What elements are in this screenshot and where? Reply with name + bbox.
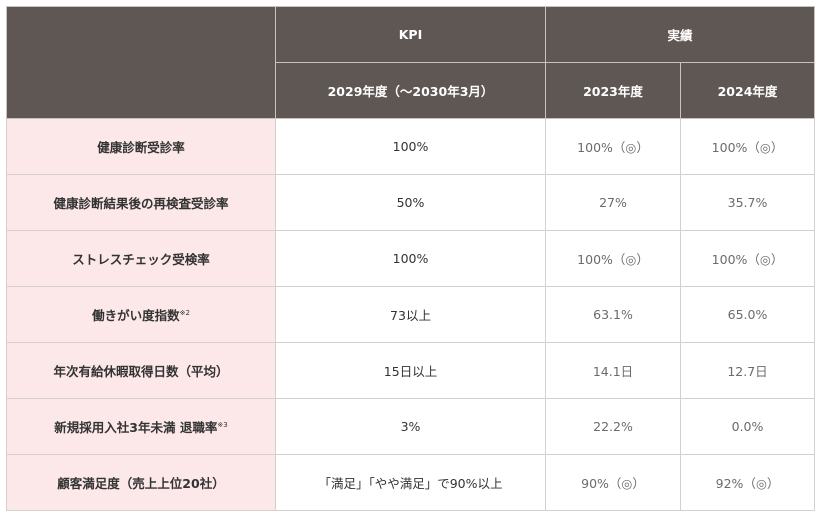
row-target: 「満足」「やや満足」で90%以上 <box>275 454 546 511</box>
table-row: 健康診断受診率 100% 100%（◎） 100%（◎） <box>6 118 816 175</box>
table-row: 働きがい度指数※2 73以上 63.1% 65.0% <box>6 286 816 343</box>
row-2023: 90%（◎） <box>545 454 681 511</box>
row-label: 顧客満足度（売上上位20社） <box>6 454 276 511</box>
row-label: ストレスチェック受検率 <box>6 230 276 287</box>
header-year-2023: 2023年度 <box>545 62 681 119</box>
table-row: 健康診断結果後の再検査受診率 50% 27% 35.7% <box>6 174 816 231</box>
row-2024: 100%（◎） <box>679 230 816 287</box>
row-label: 健康診断受診率 <box>6 118 276 175</box>
table-row: ストレスチェック受検率 100% 100%（◎） 100%（◎） <box>6 230 816 287</box>
row-target: 3% <box>275 398 546 455</box>
header-corner <box>6 6 276 119</box>
row-2024: 35.7% <box>679 174 816 231</box>
row-2024: 65.0% <box>679 286 816 343</box>
kpi-table-container: KPI 実績 2029年度（～2030年3月） 2023年度 2024年度 健康… <box>6 6 816 511</box>
row-label: 働きがい度指数※2 <box>6 286 276 343</box>
header-kpi: KPI <box>275 6 546 63</box>
row-2023: 27% <box>545 174 681 231</box>
table-header: KPI 実績 2029年度（～2030年3月） 2023年度 2024年度 <box>6 6 816 119</box>
row-2024: 100%（◎） <box>679 118 816 175</box>
row-2024: 0.0% <box>679 398 816 455</box>
row-target: 100% <box>275 230 546 287</box>
header-target-year: 2029年度（～2030年3月） <box>275 62 546 119</box>
header-year-2024: 2024年度 <box>679 62 816 119</box>
table-row: 年次有給休暇取得日数（平均） 15日以上 14.1日 12.7日 <box>6 342 816 399</box>
row-2023: 100%（◎） <box>545 118 681 175</box>
row-2024: 92%（◎） <box>679 454 816 511</box>
row-label: 新規採用入社3年未満 退職率※3 <box>6 398 276 455</box>
kpi-table: KPI 実績 2029年度（～2030年3月） 2023年度 2024年度 健康… <box>6 6 816 511</box>
row-2023: 14.1日 <box>545 342 681 399</box>
row-label: 年次有給休暇取得日数（平均） <box>6 342 276 399</box>
row-2023: 100%（◎） <box>545 230 681 287</box>
row-target: 50% <box>275 174 546 231</box>
row-2024: 12.7日 <box>679 342 816 399</box>
header-row-top: KPI 実績 <box>6 6 816 119</box>
row-2023: 22.2% <box>545 398 681 455</box>
row-target: 100% <box>275 118 546 175</box>
header-row-bottom: 2029年度（～2030年3月） 2023年度 2024年度 <box>7 62 816 119</box>
header-results: 実績 <box>544 6 816 63</box>
table-row: 顧客満足度（売上上位20社） 「満足」「やや満足」で90%以上 90%（◎） 9… <box>6 454 816 511</box>
table-body: 健康診断受診率 100% 100%（◎） 100%（◎） 健康診断結果後の再検査… <box>6 118 816 511</box>
table-row: 新規採用入社3年未満 退職率※3 3% 22.2% 0.0% <box>6 398 816 455</box>
row-target: 73以上 <box>275 286 546 343</box>
row-2023: 63.1% <box>545 286 681 343</box>
row-target: 15日以上 <box>275 342 546 399</box>
row-label: 健康診断結果後の再検査受診率 <box>6 174 276 231</box>
